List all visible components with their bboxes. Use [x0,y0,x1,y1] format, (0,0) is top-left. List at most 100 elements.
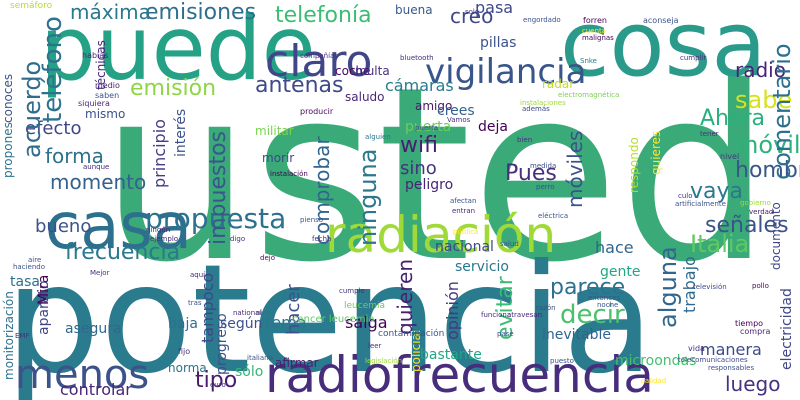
word-64: asegura [65,321,122,337]
word-164: salud [500,240,519,248]
word-42: manera [700,340,762,359]
word-167: pública [453,228,479,236]
word-3: cosa [560,0,767,97]
word-142: national [233,309,262,317]
word-126: artificialmente [675,200,726,208]
word-174: pase [497,330,514,338]
word-81: opinión [443,281,462,340]
word-23: señales [705,213,789,238]
word-6: vigilancia [425,52,587,92]
word-98: radar [542,77,575,91]
word-155: vida [688,344,705,353]
word-135: dejo [260,254,275,262]
word-36: tema [265,313,307,332]
word-139: aquí [190,271,206,279]
word-106: habías [82,51,109,60]
word-28: Ahora [700,106,765,131]
word-173: EMF [15,332,30,340]
word-15: emisión [130,76,217,101]
word-62: sólo [235,364,264,380]
word-100: cancer leucemia [292,314,375,325]
word-49: puerta [405,119,452,135]
word-101: leucemia [344,301,386,311]
word-48: amigo [415,99,453,113]
word-113: engordado [523,16,561,24]
word-103: medio [95,81,120,90]
word-132: ejemplo [150,235,179,243]
word-136: pienso [300,216,324,224]
word-141: nick [256,309,271,317]
word-99: contaminación [378,329,445,339]
word-8: claro [265,36,373,87]
word-153: compra [740,327,771,336]
word-70: acuerdo [18,60,46,158]
word-0: usted [100,35,772,315]
word-75: comprobar [310,136,334,245]
word-46: pillas [480,35,517,51]
word-71: impuestos [206,131,231,245]
word-22: vaya [690,179,744,204]
word-5: radiación [325,206,557,264]
word-21: hombre [735,158,800,183]
word-90: propones [1,122,15,178]
word-137: aire [28,256,42,264]
word-56: creo [450,4,494,28]
word-108: bluetooth [400,54,434,62]
word-160: euro [210,381,226,389]
word-111: producir [300,107,334,116]
word-73: interés [173,108,189,157]
word-102: semáforo [10,1,53,11]
word-2: puede [40,0,316,100]
word-77: comentario [768,43,796,180]
word-18: momento [50,170,147,194]
word-57: pasa [475,0,514,17]
word-68: crees [437,103,475,119]
word-67: saludo [345,90,385,104]
word-120: aconseja [643,16,679,25]
word-133: digo [230,235,246,243]
word-1: potencia [5,233,655,400]
word-60: baja [168,316,198,332]
word-25: decir [560,300,625,330]
word-159: italiano [247,354,273,362]
word-30: wifi [400,133,438,158]
word-124: nivel [720,152,740,161]
word-72: principio [150,119,169,188]
word-105: siquiera [78,99,110,108]
word-144: funciona [481,311,512,319]
word-35: controlar [60,380,132,399]
word-147: pollo [752,282,769,290]
word-19: bueno [35,216,92,237]
word-37: salga [345,313,388,332]
word-4: radiofrecuencia [265,346,654,400]
word-74: ninguna [354,148,382,246]
word-45: cámaras [385,76,454,95]
word-63: afirmar [275,356,319,370]
word-107: compañías [300,52,339,60]
word-130: perro [536,183,555,191]
word-122: Snke [580,57,597,65]
word-34: luego [725,372,781,396]
word-154: responsables [708,364,755,372]
word-163: eléctrica [538,212,569,220]
word-94: quieres [649,130,663,175]
word-156: leer [368,342,382,350]
word-52: morir [262,151,295,165]
word-24: Italia [690,230,750,258]
word-134: fecha [312,235,332,243]
word-13: telefonía [275,3,372,28]
word-169: aunque [83,163,110,171]
word-12: emisiones [145,0,257,25]
word-152: tiempo [735,319,764,328]
word-76: móviles [563,130,587,208]
word-7: casa [45,190,192,264]
word-61: norma [168,361,207,375]
word-121: cumplir [680,54,707,62]
word-10: propuesta [145,202,287,235]
word-165: entran [452,207,476,215]
word-66: inevitable [542,327,612,343]
word-146: noche [597,301,619,309]
word-88: monitorización [2,291,16,380]
word-125: culo [678,192,693,200]
word-91: electricidad [779,288,795,370]
